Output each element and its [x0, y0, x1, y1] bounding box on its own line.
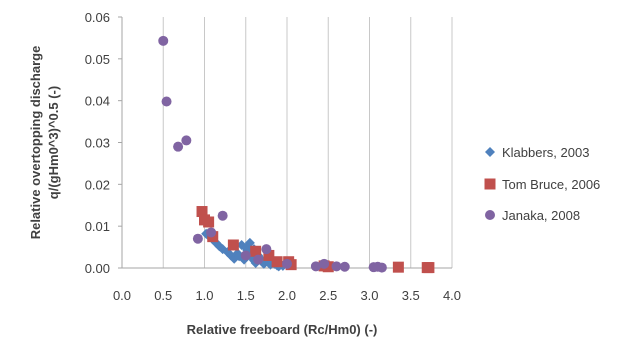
circle-data-point	[319, 258, 330, 269]
legend-label: Janaka, 2008	[502, 208, 580, 223]
circle-data-point	[339, 261, 350, 272]
legend-marker-square	[484, 178, 496, 190]
circle-data-point	[158, 35, 169, 46]
y-axis-ticks: 0.00 0.01 0.02 0.03 0.04 0.05 0.06	[85, 10, 122, 276]
circle-data-point	[161, 96, 172, 107]
circle-data-point	[331, 261, 342, 272]
y-tick-label: 0.04	[85, 94, 110, 109]
circle-data-point	[376, 262, 387, 273]
legend-label: Tom Bruce, 2006	[502, 177, 600, 192]
x-axis-ticks: 0.0 0.5 1.0 1.5 2.0 2.5 3.0 3.5 4.0	[113, 288, 461, 303]
x-tick-label: 0.5	[154, 288, 172, 303]
circle-data-point	[253, 254, 264, 265]
circle-data-point	[173, 141, 184, 152]
y-tick-label: 0.05	[85, 52, 110, 67]
circle-data-point	[282, 258, 292, 269]
square-data-point	[263, 249, 275, 261]
x-tick-label: 4.0	[443, 288, 461, 303]
grid	[162, 17, 453, 268]
circle-data-point	[217, 210, 228, 221]
x-tick-label: 1.0	[195, 288, 213, 303]
square-data-point	[250, 245, 262, 257]
circle-data-point	[181, 135, 192, 146]
y-tick-label: 0.01	[85, 219, 110, 234]
y-tick-label: 0.00	[85, 261, 110, 276]
circle-data-point	[206, 227, 217, 238]
y-tick-label: 0.02	[85, 177, 110, 192]
x-tick-label: 3.5	[402, 288, 420, 303]
y-axis-title-line-2: q/(gHm0^3)^0.5 (-)	[46, 86, 61, 199]
x-tick-label: 2.0	[278, 288, 296, 303]
square-data-point	[203, 216, 215, 228]
x-tick-label: 0.0	[113, 288, 131, 303]
legend-marker-diamond	[485, 147, 495, 157]
legend: Klabbers, 2003 Tom Bruce, 2006 Janaka, 200…	[484, 145, 600, 223]
circle-data-point	[240, 250, 251, 261]
square-data-point	[271, 256, 283, 268]
square-data-point	[196, 206, 208, 218]
square-data-point	[322, 261, 334, 273]
x-tick-label: 2.5	[319, 288, 337, 303]
square-data-point	[392, 261, 404, 273]
square-data-point	[423, 262, 435, 274]
legend-label: Klabbers, 2003	[502, 145, 589, 160]
y-tick-label: 0.06	[85, 10, 110, 25]
diamond-data-point	[244, 237, 255, 248]
circle-data-point	[192, 233, 203, 244]
x-tick-label: 1.5	[237, 288, 255, 303]
y-axis-title-line-1: Relative overtopping discharge	[28, 46, 43, 240]
circle-data-point	[261, 244, 272, 255]
y-tick-label: 0.03	[85, 136, 110, 151]
square-data-point	[227, 239, 239, 251]
legend-marker-circle	[485, 210, 495, 220]
data-points	[158, 35, 435, 274]
x-tick-label: 3.0	[360, 288, 378, 303]
x-axis-title: Relative freeboard (Rc/Hm0) (-)	[187, 322, 378, 337]
circle-data-point	[310, 261, 321, 272]
